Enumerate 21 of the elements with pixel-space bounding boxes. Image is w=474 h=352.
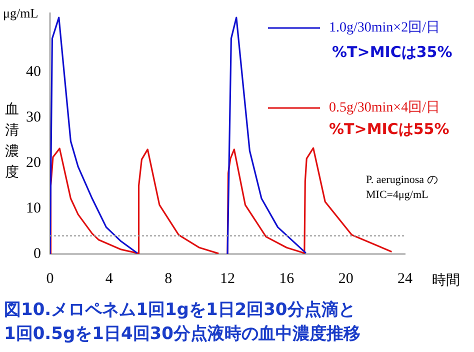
x-tick-label: 16 <box>279 270 295 287</box>
x-tick-label: 8 <box>164 270 172 287</box>
y-tick-label: 40 <box>26 64 41 80</box>
x-tick-label: 0 <box>46 270 54 287</box>
y-tick-label: 10 <box>26 200 41 216</box>
annotation: P. aeruginosa の MIC=4μg/mL <box>366 174 438 201</box>
x-axis-title: 時間 <box>432 272 460 289</box>
x-tick-label: 4 <box>105 270 114 287</box>
annotation: %T>MICは35% <box>332 42 452 61</box>
text: μg/mL <box>3 5 38 20</box>
x-tick-label: 24 <box>398 270 413 287</box>
y-tick-label: 20 <box>26 154 41 171</box>
annotation: %T>MICは55% <box>329 120 450 138</box>
y-axis-title: 血清濃度 <box>5 102 19 181</box>
y-tick-label: 30 <box>26 110 41 126</box>
x-tick-label: 20 <box>338 270 354 287</box>
y-tick-label: 0 <box>34 246 41 262</box>
x-tick-label: 12 <box>220 270 235 287</box>
legend-label: 1.0g/30min×2回/日 <box>329 20 440 36</box>
text: 図10.メロペネム1回1gを1日2回30分点滴と 1回0.5gを1日4回30分点液時の血中濃度推移 <box>4 299 362 346</box>
legend-label: 0.5g/30min×4回/日 <box>329 100 440 116</box>
